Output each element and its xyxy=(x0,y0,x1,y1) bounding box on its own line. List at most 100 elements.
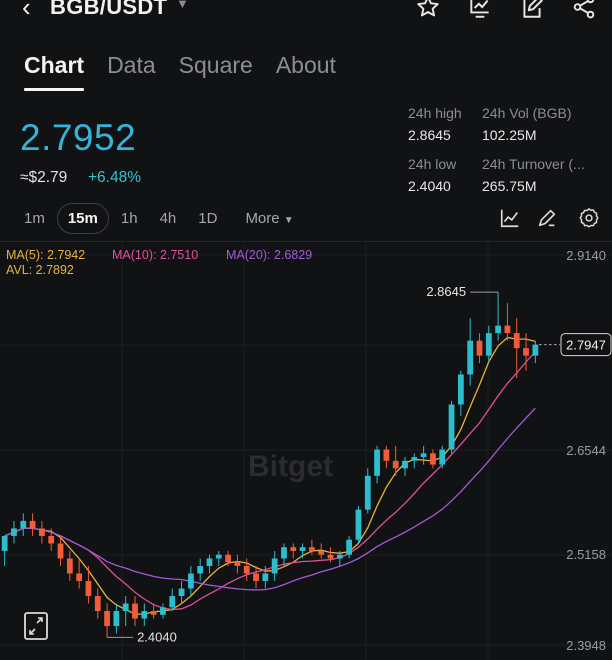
candle xyxy=(281,543,287,566)
candle-body xyxy=(290,547,297,551)
candle-body xyxy=(141,611,148,619)
more-intervals-button[interactable]: More ▼ xyxy=(235,204,303,233)
candle-body xyxy=(1,535,8,551)
candle xyxy=(430,449,436,469)
candle xyxy=(355,505,362,544)
candle xyxy=(374,445,380,484)
candle xyxy=(420,445,427,465)
candle xyxy=(66,550,73,582)
candle xyxy=(113,603,120,634)
candle-body xyxy=(104,611,110,627)
y-tick-label: 2.9140 xyxy=(566,248,606,263)
candle-body xyxy=(160,607,166,615)
more-label: More xyxy=(245,209,280,227)
candle xyxy=(169,588,176,612)
interval-1m[interactable]: 1m xyxy=(24,209,45,227)
candle xyxy=(336,550,343,566)
current-price-label: 2.7947 xyxy=(566,338,606,353)
candle-body xyxy=(364,475,371,510)
ma20-label: MA(20): 2.6829 xyxy=(226,248,313,262)
candle xyxy=(20,513,27,536)
moving-average-lines xyxy=(4,336,536,615)
indicator-icon[interactable] xyxy=(498,206,522,230)
candle-body xyxy=(513,333,520,349)
candle-body xyxy=(523,348,529,356)
tab-about[interactable]: About xyxy=(275,52,336,78)
candle xyxy=(346,535,353,559)
draw-tool-icon[interactable] xyxy=(535,206,559,230)
candlestick-chart[interactable]: Bitget 2.8645 2.4040 2.7947 xyxy=(0,241,612,660)
stat-24h-vol-value: 102.25M xyxy=(482,127,537,143)
candle-body xyxy=(39,528,45,536)
tab-chart[interactable]: Chart xyxy=(24,52,85,91)
candle xyxy=(160,603,166,619)
candle xyxy=(262,565,269,589)
chart-report-icon[interactable] xyxy=(466,0,494,20)
candle xyxy=(439,445,446,469)
candle xyxy=(141,603,148,627)
candle-body xyxy=(327,554,334,559)
candle-body xyxy=(532,344,539,356)
candle xyxy=(197,558,204,582)
candle-body xyxy=(234,562,241,566)
candle xyxy=(85,565,92,604)
candle-body xyxy=(299,547,306,551)
candle xyxy=(187,565,194,597)
candle-body xyxy=(374,449,380,476)
candle xyxy=(206,554,213,574)
avl-label: AVL: 2.7892 xyxy=(6,263,74,277)
candle xyxy=(402,457,408,476)
interval-1h[interactable]: 1h xyxy=(120,209,138,227)
settings-icon[interactable] xyxy=(577,206,601,230)
candle-body xyxy=(402,460,408,469)
last-price: 2.7952 xyxy=(20,117,137,158)
tab-bar: Chart Data Square About xyxy=(24,52,336,91)
candle-body xyxy=(476,340,483,356)
fullscreen-icon[interactable] xyxy=(24,612,48,640)
candles xyxy=(1,292,539,638)
interval-4h[interactable]: 4h xyxy=(159,209,177,227)
candle-body xyxy=(439,449,446,465)
interval-1d[interactable]: 1D xyxy=(198,209,218,227)
candle-body xyxy=(20,520,27,529)
candle xyxy=(327,547,334,563)
pair-title[interactable]: BGB/USDT xyxy=(50,0,168,19)
star-icon[interactable] xyxy=(414,0,442,20)
edit-note-icon[interactable] xyxy=(518,0,546,20)
candle xyxy=(122,596,129,627)
candle xyxy=(94,588,101,619)
candle-body xyxy=(262,573,269,582)
candle xyxy=(243,558,250,582)
approx-usd-price: ≈$2.79 xyxy=(20,169,68,186)
chart-divider xyxy=(0,241,612,242)
candle-body xyxy=(318,550,325,555)
candle-body xyxy=(457,374,464,405)
candle xyxy=(457,370,464,416)
candle xyxy=(1,535,8,566)
back-icon[interactable]: ‹ xyxy=(22,0,31,22)
stat-24h-vol-label: 24h Vol (BGB) xyxy=(482,105,572,121)
share-icon[interactable] xyxy=(570,0,598,20)
candle xyxy=(364,468,371,514)
candle xyxy=(150,603,157,619)
chart-grid xyxy=(0,242,612,660)
candle-body xyxy=(281,547,287,559)
current-price-box xyxy=(560,333,612,357)
candle-body xyxy=(504,325,511,334)
low-price-annotation: 2.4040 xyxy=(137,629,177,644)
candle xyxy=(513,318,520,379)
candle-body xyxy=(187,573,194,589)
candle xyxy=(39,520,45,544)
stat-24h-turnover-value: 265.75M xyxy=(482,178,537,194)
candle-body xyxy=(206,558,213,566)
top-bar: ‹ BGB/USDT ▼ xyxy=(0,0,612,22)
candle-body xyxy=(76,573,83,582)
ma5-label: MA(5): 2.7942 xyxy=(6,248,86,262)
interval-15m[interactable]: 15m xyxy=(56,202,109,234)
caret-down-icon[interactable]: ▼ xyxy=(176,0,189,11)
ma10-line xyxy=(4,351,536,611)
candle-body xyxy=(309,547,315,551)
tab-square[interactable]: Square xyxy=(178,52,253,78)
y-tick-label: 2.5158 xyxy=(566,547,606,562)
tab-data[interactable]: Data xyxy=(107,52,156,78)
